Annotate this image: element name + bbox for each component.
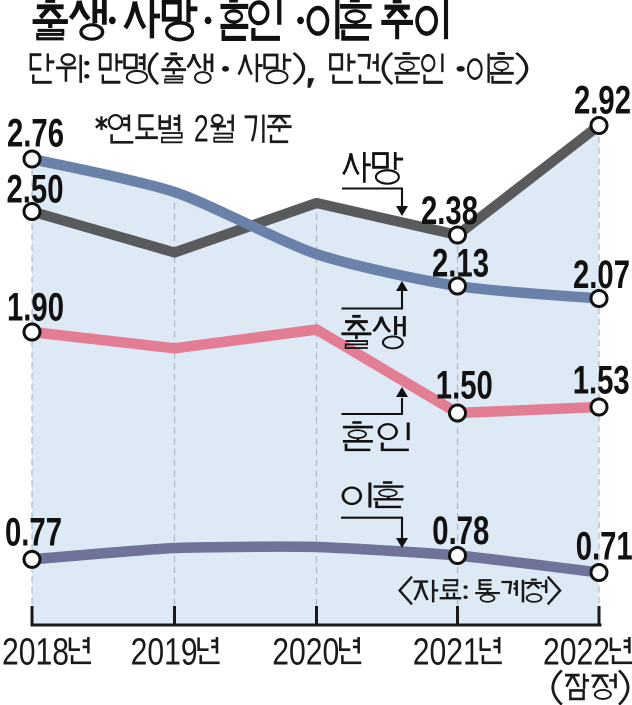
svg-text:2018: 2018 — [2, 632, 69, 674]
svg-text:1.90: 1.90 — [7, 285, 64, 329]
svg-text:2.92: 2.92 — [574, 78, 631, 122]
svg-text:2.13: 2.13 — [432, 242, 489, 286]
svg-text:2.50: 2.50 — [7, 168, 64, 212]
svg-text:0.78: 0.78 — [432, 509, 489, 553]
svg-text:2021: 2021 — [413, 632, 480, 674]
svg-text:0.71: 0.71 — [576, 525, 632, 569]
svg-text:2019: 2019 — [131, 632, 198, 674]
svg-text:2020: 2020 — [272, 632, 339, 674]
svg-text:0.77: 0.77 — [5, 511, 62, 555]
svg-text:1.53: 1.53 — [573, 359, 630, 403]
svg-text:2.07: 2.07 — [573, 253, 630, 297]
svg-text:2: 2 — [194, 109, 209, 151]
svg-text:2022: 2022 — [543, 632, 610, 674]
svg-text:2.76: 2.76 — [7, 112, 64, 156]
svg-text:1.50: 1.50 — [436, 363, 493, 407]
svg-text:2.38: 2.38 — [421, 189, 478, 233]
